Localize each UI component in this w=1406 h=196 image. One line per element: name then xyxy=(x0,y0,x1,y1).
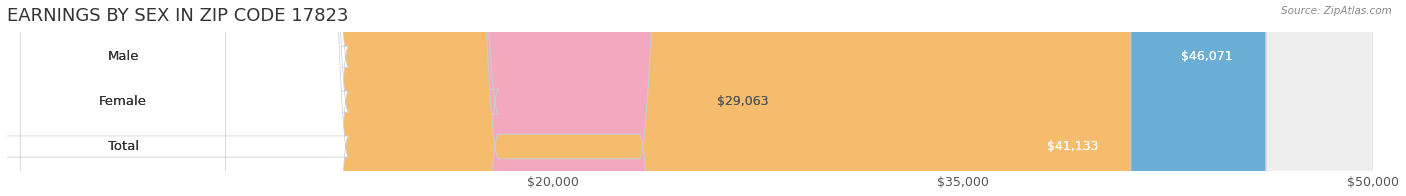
FancyBboxPatch shape xyxy=(0,0,349,196)
Text: $41,133: $41,133 xyxy=(1046,140,1098,153)
FancyBboxPatch shape xyxy=(7,0,1265,196)
FancyBboxPatch shape xyxy=(7,0,1374,196)
Text: $29,063: $29,063 xyxy=(717,95,768,108)
Text: Total: Total xyxy=(107,140,139,153)
Text: Male: Male xyxy=(107,50,139,63)
Text: $46,071: $46,071 xyxy=(1181,50,1233,63)
Text: EARNINGS BY SEX IN ZIP CODE 17823: EARNINGS BY SEX IN ZIP CODE 17823 xyxy=(7,7,349,25)
FancyBboxPatch shape xyxy=(7,0,801,196)
FancyBboxPatch shape xyxy=(0,0,349,196)
FancyBboxPatch shape xyxy=(7,0,1265,196)
Text: Female: Female xyxy=(98,95,148,108)
Text: Female: Female xyxy=(98,95,148,108)
Text: Source: ZipAtlas.com: Source: ZipAtlas.com xyxy=(1281,6,1392,16)
Text: $46,071: $46,071 xyxy=(1181,50,1233,63)
Text: $29,063: $29,063 xyxy=(717,95,768,108)
FancyBboxPatch shape xyxy=(7,0,1130,196)
FancyBboxPatch shape xyxy=(7,0,1130,196)
FancyBboxPatch shape xyxy=(7,0,1374,196)
FancyBboxPatch shape xyxy=(0,0,349,196)
Text: Total: Total xyxy=(107,140,139,153)
FancyBboxPatch shape xyxy=(7,0,1374,196)
FancyBboxPatch shape xyxy=(0,0,349,196)
Text: $41,133: $41,133 xyxy=(1046,140,1098,153)
FancyBboxPatch shape xyxy=(7,0,801,196)
FancyBboxPatch shape xyxy=(0,0,349,196)
FancyBboxPatch shape xyxy=(0,0,349,196)
Text: Male: Male xyxy=(107,50,139,63)
